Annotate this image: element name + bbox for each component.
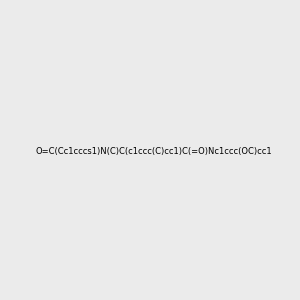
Text: O=C(Cc1cccs1)N(C)C(c1ccc(C)cc1)C(=O)Nc1ccc(OC)cc1: O=C(Cc1cccs1)N(C)C(c1ccc(C)cc1)C(=O)Nc1c…: [35, 147, 272, 156]
